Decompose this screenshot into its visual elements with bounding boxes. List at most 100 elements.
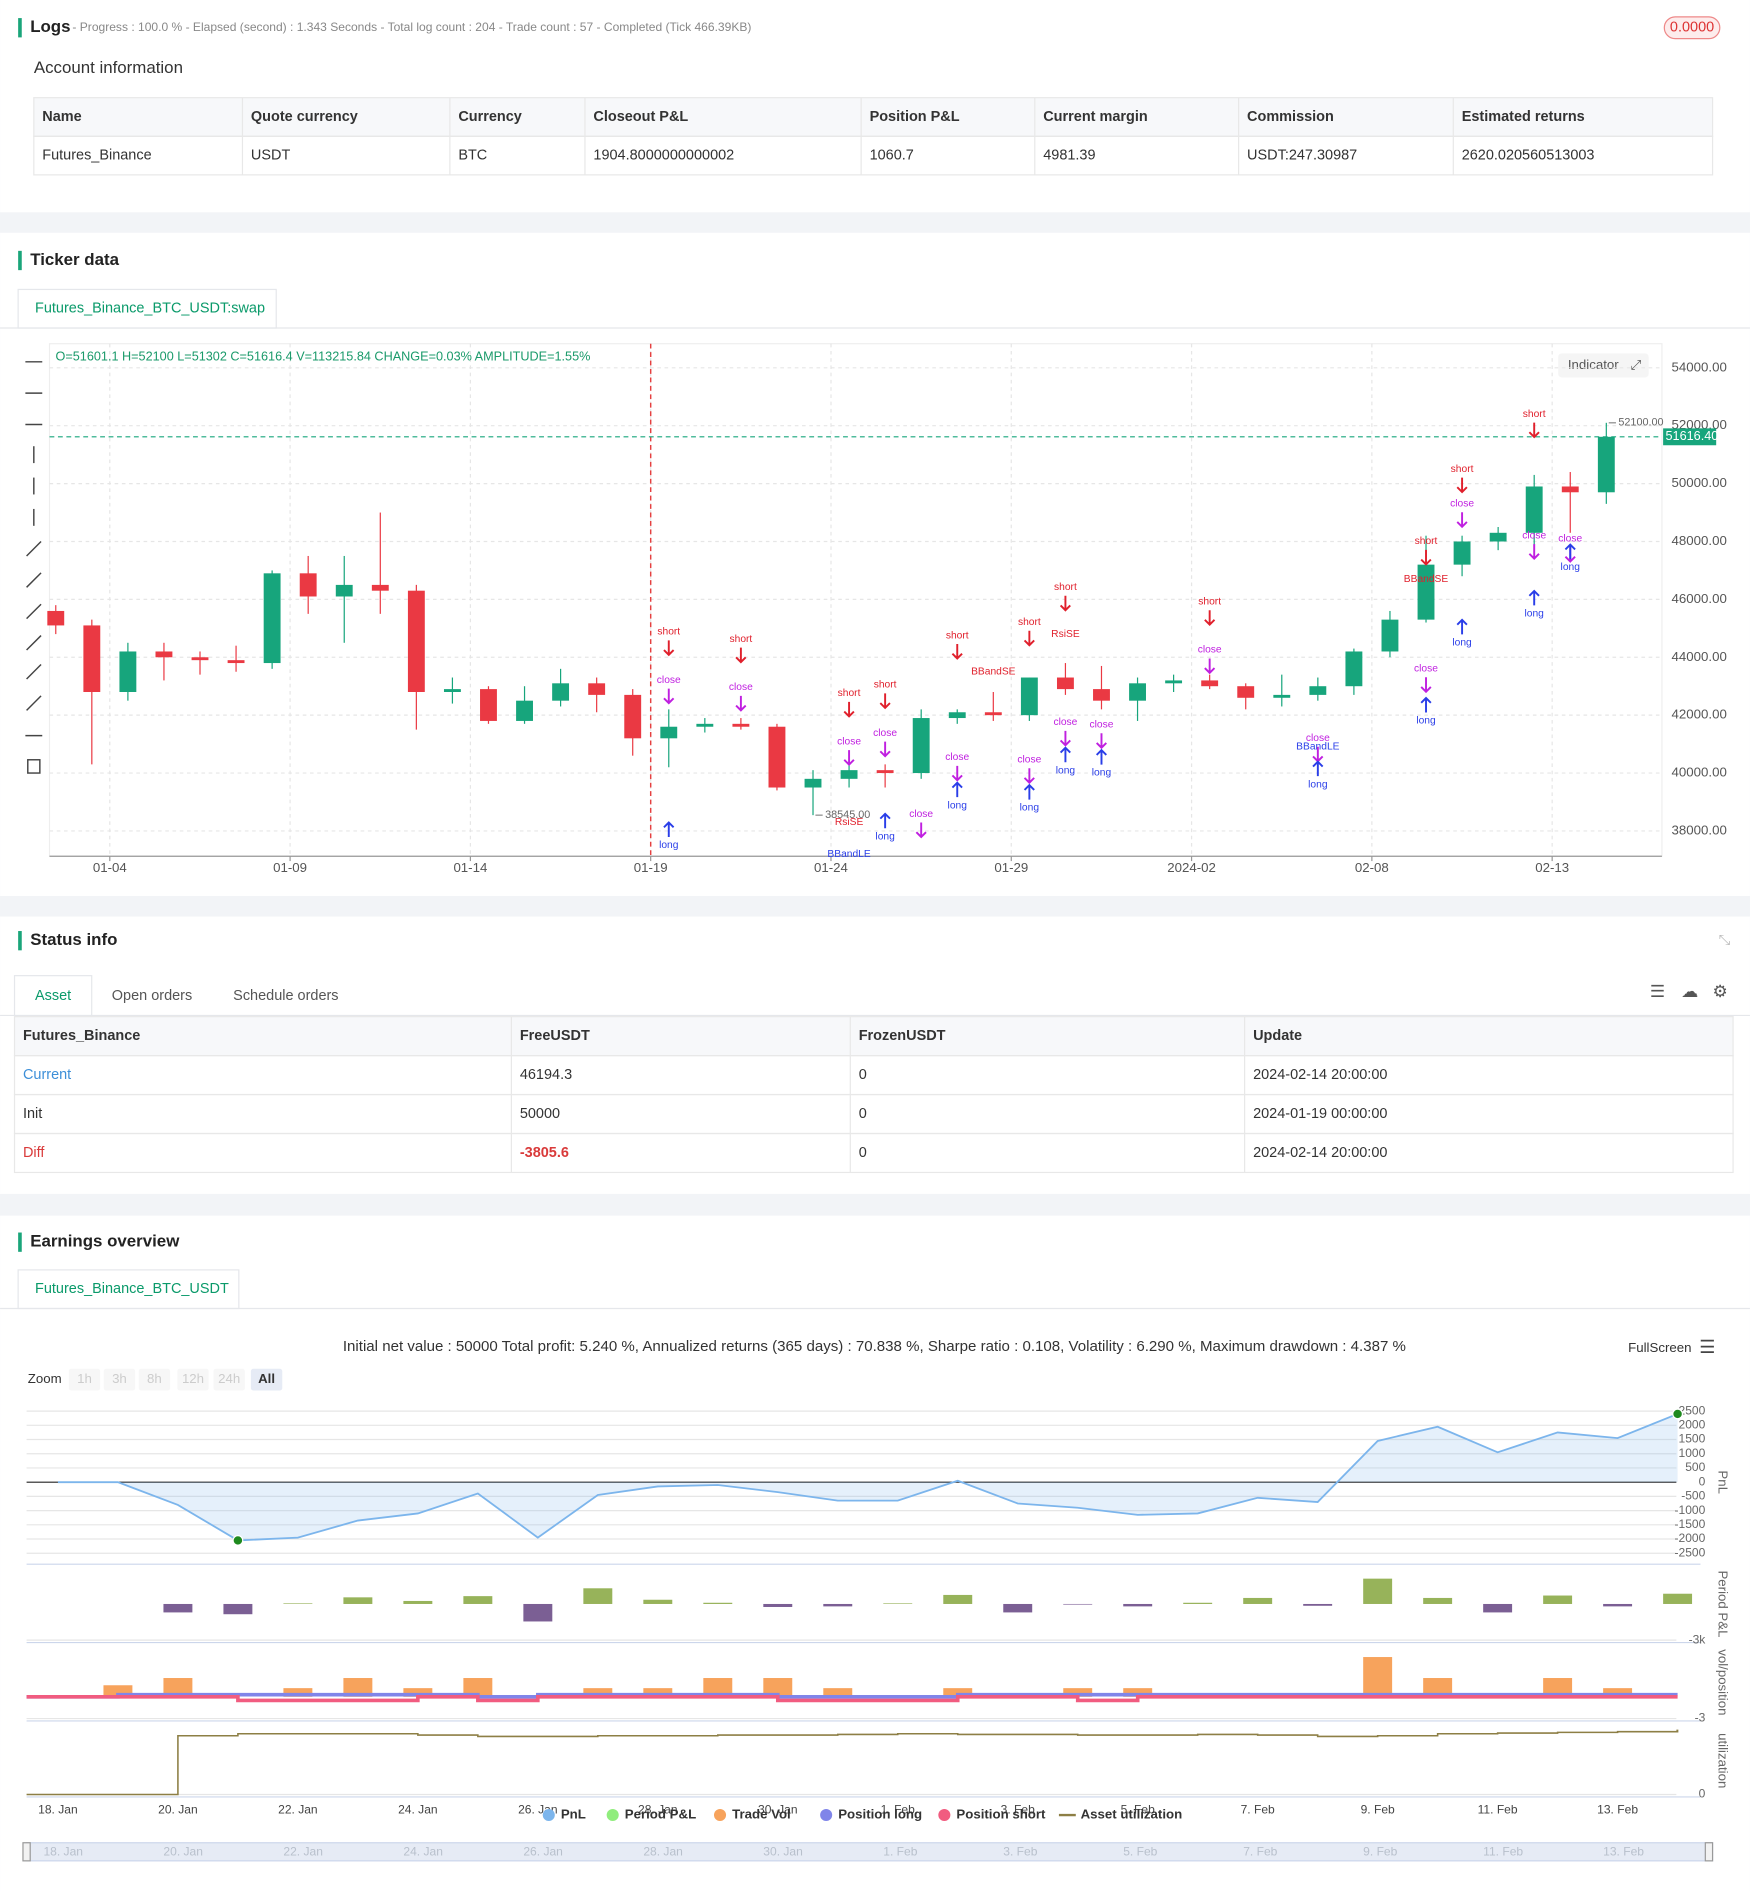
- close-icon[interactable]: ⤡: [1719, 933, 1731, 949]
- legend-symbol: [542, 1808, 555, 1822]
- table-cell: 2024-01-19 00:00:00: [1253, 1106, 1387, 1122]
- x-tick-label: 9. Feb: [1361, 1802, 1395, 1816]
- signal-label: close: [1306, 733, 1330, 744]
- settings-icon[interactable]: ⚙: [1713, 982, 1728, 1001]
- section-marker: [18, 1232, 22, 1252]
- bar: [463, 1596, 493, 1604]
- menu-icon[interactable]: ☰: [1650, 982, 1665, 1001]
- legend-label[interactable]: Trade Vol: [732, 1807, 791, 1822]
- legend-label[interactable]: Position short: [956, 1807, 1046, 1822]
- tab[interactable]: [13, 975, 93, 1017]
- table-cell: 2620.020560513003: [1462, 147, 1595, 163]
- navigator-handle[interactable]: [1704, 1842, 1714, 1862]
- indicator-button[interactable]: [1558, 353, 1649, 378]
- tab-label[interactable]: Schedule orders: [233, 988, 338, 1004]
- section-marker: [18, 931, 22, 951]
- indicator-label[interactable]: Indicator: [1568, 357, 1619, 372]
- panel-axis-title: PnL: [1716, 1470, 1731, 1494]
- tab-label[interactable]: Asset: [35, 988, 71, 1004]
- bar: [1183, 1602, 1213, 1604]
- legend-label[interactable]: Position long: [838, 1807, 922, 1822]
- signal-label: short: [1523, 409, 1546, 420]
- navigator-label: 5. Feb: [1123, 1845, 1157, 1859]
- tool-icon[interactable]: [26, 540, 42, 557]
- signal-arrow: [951, 643, 963, 660]
- ticker-tab[interactable]: [17, 288, 277, 329]
- zoom-button-label[interactable]: All: [258, 1371, 275, 1386]
- signal-arrow: [843, 701, 855, 718]
- signal-arrow: [1095, 733, 1107, 750]
- signal-arrow: [1059, 595, 1071, 612]
- navigator-label: 3. Feb: [1003, 1845, 1037, 1859]
- tool-icon[interactable]: [27, 759, 41, 774]
- candle-body: [263, 573, 281, 664]
- x-tick-label: 01-24: [814, 860, 848, 875]
- candle-body: [371, 584, 389, 591]
- legend-label[interactable]: Asset utilization: [1081, 1807, 1183, 1822]
- zoom-button[interactable]: [213, 1368, 245, 1391]
- legend-label[interactable]: PnL: [561, 1807, 586, 1822]
- bar: [163, 1678, 193, 1697]
- tool-icon[interactable]: [26, 635, 42, 651]
- table-cell: 0: [859, 1145, 867, 1161]
- table-cell: Futures_Binance: [42, 147, 151, 163]
- tab-label[interactable]: Open orders: [112, 988, 192, 1004]
- table-cell: 46194.3: [520, 1067, 572, 1083]
- ticker-tab-label[interactable]: Futures_Binance_BTC_USDT:swap: [35, 301, 265, 317]
- signal-label: long: [1416, 716, 1436, 727]
- tool-icon[interactable]: [26, 695, 42, 711]
- tool-icon[interactable]: [26, 572, 42, 588]
- table-cell: 2024-02-14 20:00:00: [1253, 1067, 1387, 1083]
- zoom-button-label[interactable]: 1h: [77, 1371, 92, 1386]
- account-title: Account information: [34, 58, 183, 77]
- zoom-button[interactable]: [103, 1368, 136, 1391]
- cloud-icon[interactable]: ☁: [1681, 982, 1698, 1001]
- header-cell: Closeout P&L: [593, 109, 688, 125]
- bar: [403, 1688, 433, 1697]
- tool-icon[interactable]: [26, 603, 42, 620]
- signal-label: short: [838, 688, 861, 699]
- signal-label: long: [875, 831, 895, 842]
- zoom-button-label[interactable]: 12h: [182, 1371, 204, 1386]
- signal-label: long: [1092, 768, 1112, 779]
- fullscreen-button[interactable]: FullScreen: [1628, 1340, 1691, 1355]
- logs-title: Logs: [30, 17, 70, 36]
- zoom-button-label[interactable]: 3h: [112, 1371, 127, 1386]
- signal-label: short: [874, 680, 897, 691]
- legend-label[interactable]: Period P&L: [625, 1807, 696, 1822]
- panel-axis-title: Period P&L: [1716, 1570, 1731, 1637]
- header-cell: Commission: [1247, 109, 1334, 125]
- x-tick-label: 22. Jan: [278, 1802, 318, 1816]
- signal-arrow: [1528, 422, 1540, 439]
- zoom-button-label[interactable]: 8h: [147, 1371, 162, 1386]
- zoom-button-label[interactable]: 24h: [218, 1371, 240, 1386]
- candle-body: [299, 573, 317, 597]
- signal-arrow: [915, 822, 927, 839]
- expand-icon[interactable]: ⤢: [1631, 357, 1642, 372]
- bar: [523, 1603, 553, 1622]
- bar: [1663, 1593, 1693, 1604]
- navigator[interactable]: [25, 1842, 1714, 1862]
- zoom-button[interactable]: [250, 1368, 283, 1391]
- candle-body: [552, 683, 570, 701]
- tool-icon[interactable]: [26, 663, 42, 680]
- signal-label: short: [1451, 464, 1474, 475]
- navigator-handle[interactable]: [22, 1842, 31, 1862]
- x-tick-label: 01-19: [634, 860, 668, 875]
- signal-arrow: [735, 647, 747, 664]
- bar: [1483, 1603, 1513, 1613]
- menu-icon[interactable]: ☰: [1699, 1337, 1715, 1357]
- y-tick-label: 1500: [1679, 1432, 1706, 1446]
- last-price-label: 51616.40: [1666, 429, 1719, 443]
- zoom-button[interactable]: [177, 1368, 209, 1391]
- bar: [343, 1597, 373, 1604]
- table-cell: USDT:247.30987: [1247, 147, 1357, 163]
- signal-label: close: [1017, 754, 1041, 765]
- zoom-button[interactable]: [68, 1368, 101, 1391]
- earnings-tab-label[interactable]: Futures_Binance_BTC_USDT: [35, 1281, 229, 1297]
- earnings-tab[interactable]: [17, 1269, 240, 1310]
- candle-body: [1597, 436, 1615, 493]
- table-cell: 1904.8000000000002: [593, 147, 734, 163]
- zoom-button[interactable]: [138, 1368, 171, 1391]
